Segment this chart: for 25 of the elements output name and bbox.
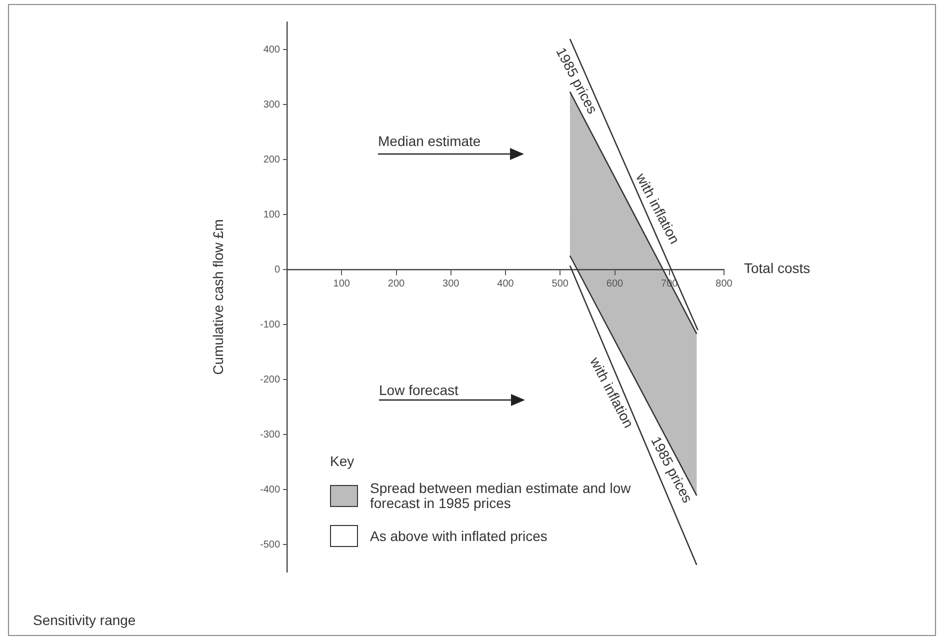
legend-label: As above with inflated prices <box>370 528 548 544</box>
legend-label: Spread between median estimate and low forecast in 1985 prices <box>370 480 631 511</box>
x-tick-label: 300 <box>442 278 460 290</box>
x-axis-title: Total costs <box>744 260 810 276</box>
y-tick-label: -200 <box>260 374 280 386</box>
x-tick-label: 600 <box>606 278 624 290</box>
x-tick-label: 400 <box>497 278 514 290</box>
y-tick-label: 200 <box>263 154 280 166</box>
y-tick-label: -400 <box>260 484 280 496</box>
x-tick-label: 800 <box>716 278 733 290</box>
x-tick-label: 200 <box>388 278 406 290</box>
annotation: Low forecast <box>379 382 458 398</box>
y-tick-label: 100 <box>263 209 280 220</box>
annotation: Median estimate <box>378 133 481 149</box>
x-tick-label: 500 <box>552 278 569 290</box>
y-tick-label: 0 <box>274 264 280 276</box>
y-tick-label: 300 <box>263 99 280 110</box>
y-tick-label: -100 <box>260 319 280 330</box>
y-tick-label: 400 <box>263 44 280 56</box>
y-tick-label: -300 <box>260 429 280 440</box>
x-tick-label: 100 <box>333 278 350 290</box>
legend-title: Key <box>330 453 354 469</box>
y-axis-title: Cumulative cash flow £m <box>210 219 226 375</box>
y-tick-label: -500 <box>260 539 280 550</box>
text: Sensitivity range <box>33 612 136 628</box>
